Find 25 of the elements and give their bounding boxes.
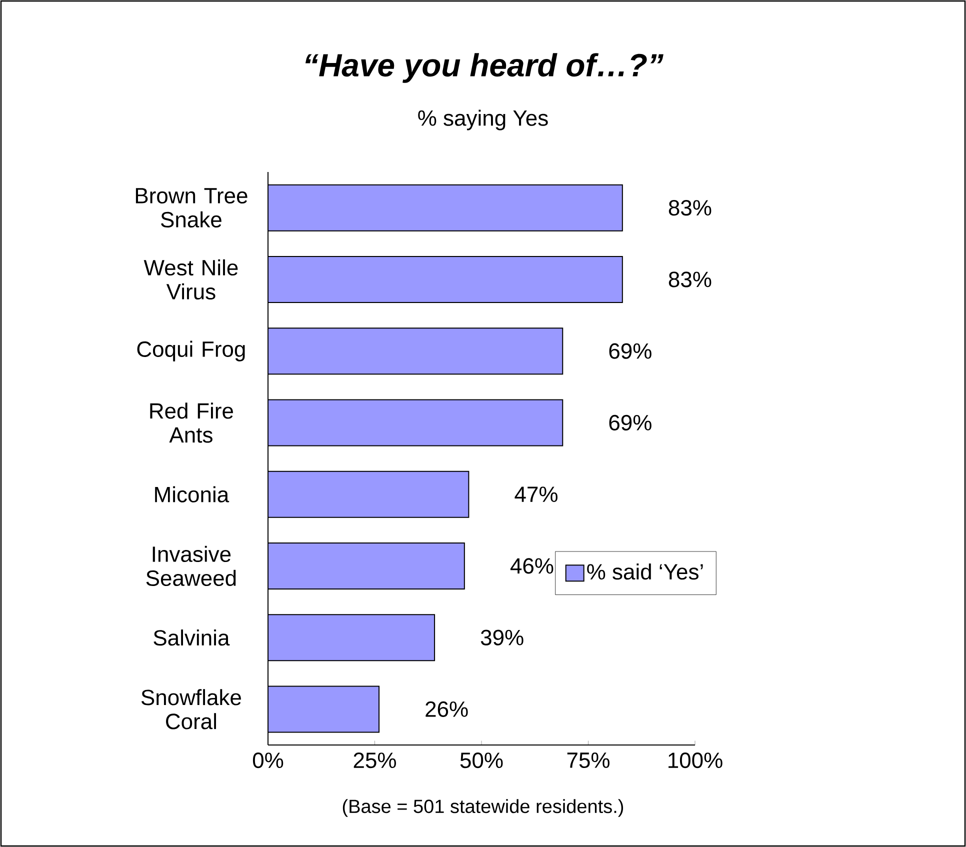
y-tick-label: Coqui Frog: [137, 340, 245, 362]
data-label: 69%: [609, 414, 652, 430]
y-tick-label: Snowflake Coral: [141, 689, 241, 730]
y-tick-label: Brown Tree Snake: [136, 188, 248, 228]
x-tick-label: 0%: [252, 752, 284, 768]
y-tick-label: Salvinia: [154, 629, 230, 646]
y-tick-label: Red Fire Ants: [150, 402, 233, 443]
y-tick-label: Invasive Seaweed: [146, 546, 236, 586]
data-label: 83%: [668, 200, 712, 216]
chart-subtitle: % saying Yes: [418, 110, 548, 130]
data-label: 46%: [510, 558, 554, 574]
y-tick-label: Miconia: [155, 486, 230, 502]
x-tick-label: 100%: [668, 752, 722, 768]
data-label: 39%: [480, 630, 524, 646]
data-label: 26%: [426, 701, 468, 717]
legend-label: % said ‘Yes’: [587, 563, 703, 580]
x-tick-label: 75%: [567, 752, 610, 768]
data-label: 69%: [609, 343, 652, 359]
x-tick-label: 25%: [354, 752, 396, 768]
text: (Base = 501 statewide residents.): [342, 799, 624, 817]
data-label: 47%: [514, 486, 558, 502]
chart-title: “Have you heard of…?”: [305, 53, 664, 83]
x-tick-label: 50%: [460, 752, 503, 768]
y-tick-label: West Nile Virus: [144, 259, 238, 300]
data-label: 83%: [668, 272, 712, 288]
